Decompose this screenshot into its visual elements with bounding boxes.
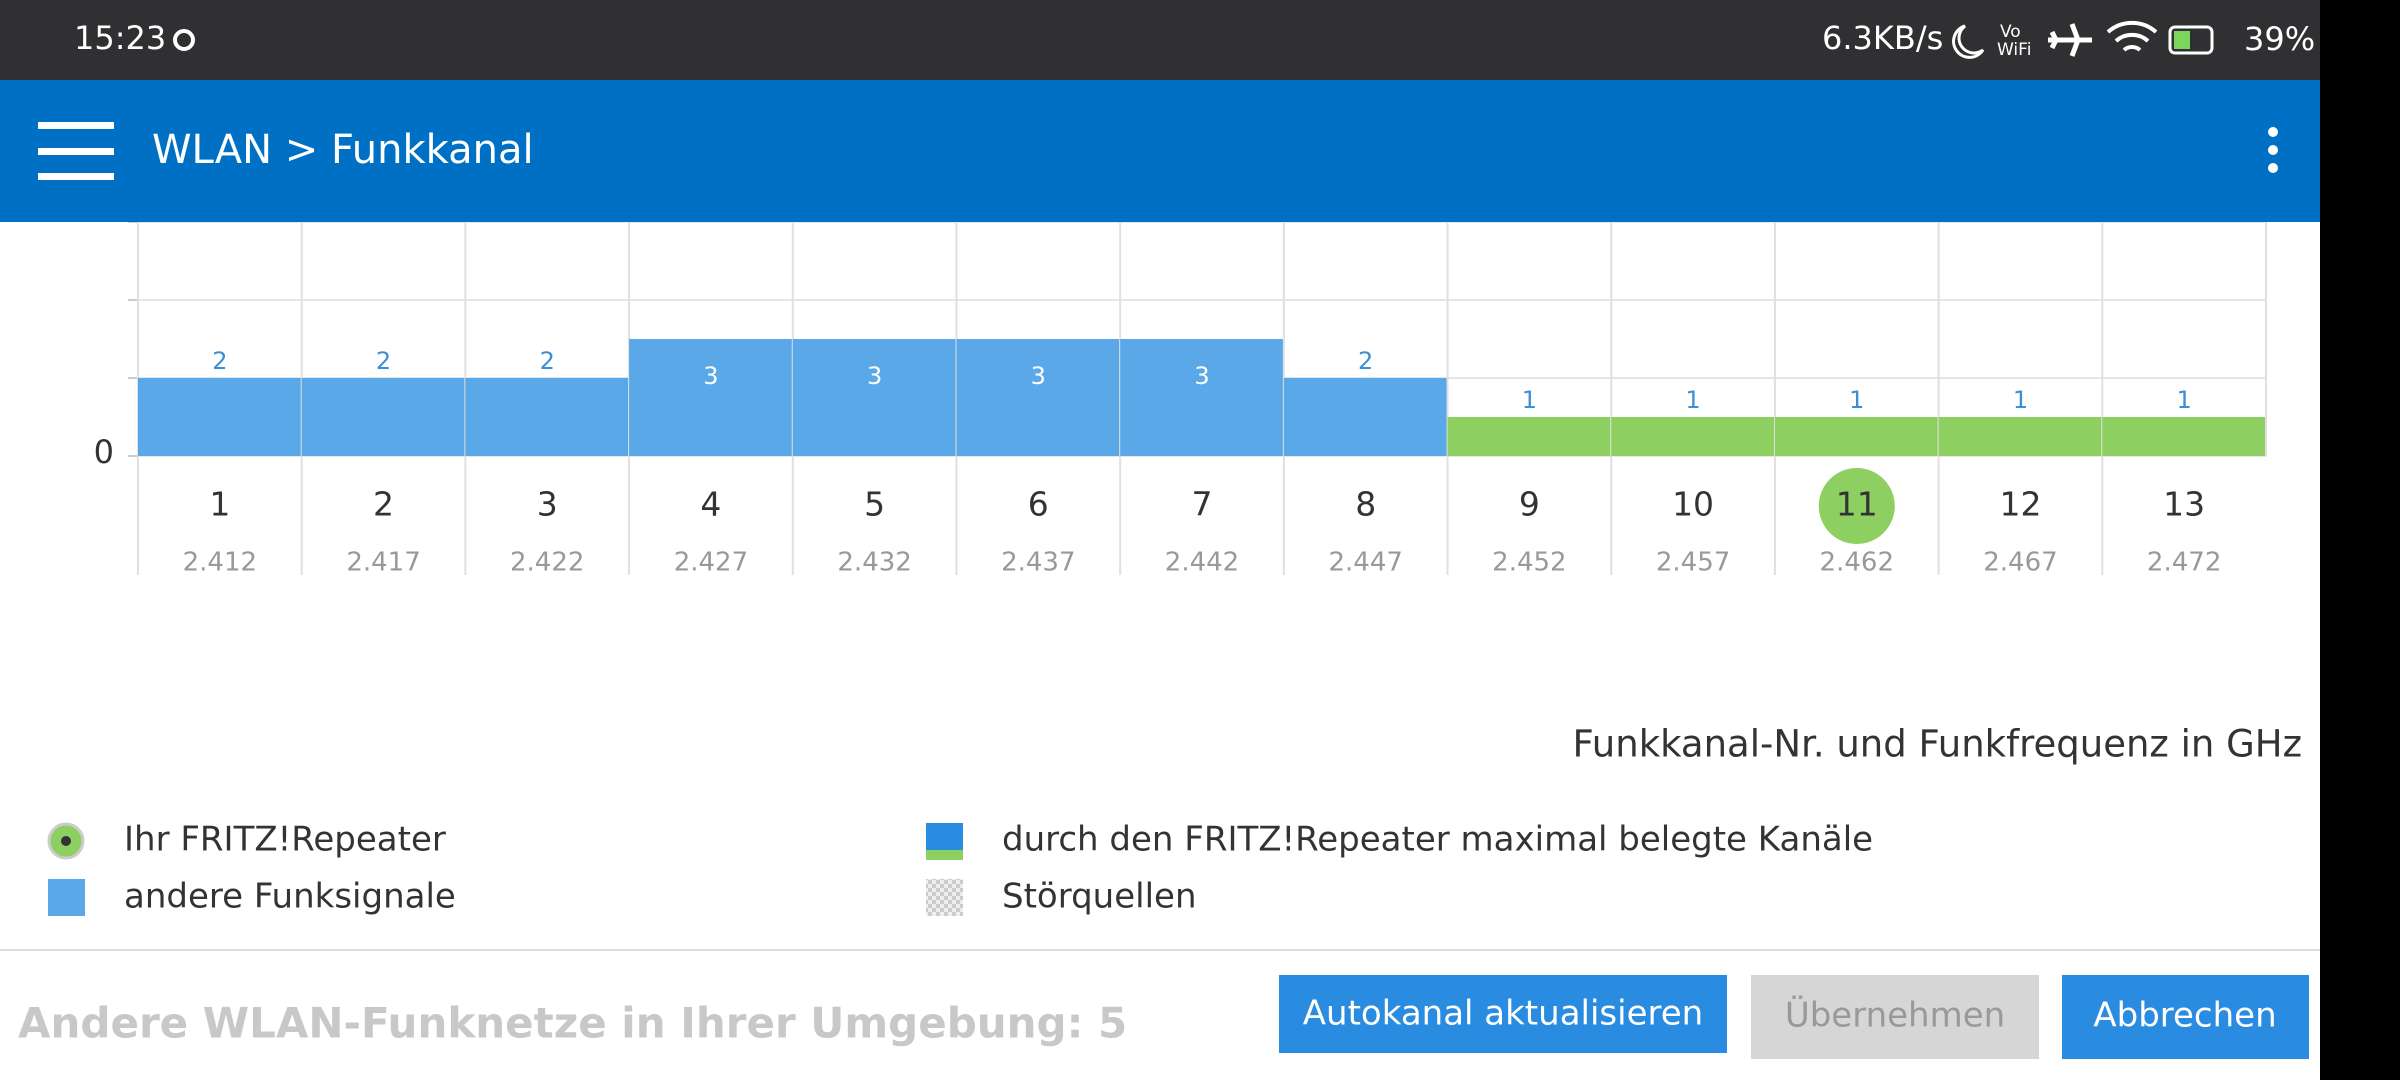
x-tick-label: 3 (537, 485, 558, 524)
bar (1283, 378, 1448, 456)
frequency-label: 2.432 (837, 548, 911, 578)
value-label: 2 (540, 347, 555, 375)
value-label: 1 (2013, 386, 2028, 414)
value-label: 1 (1849, 386, 1864, 414)
menu-line (38, 122, 114, 129)
frequency-label: 2.437 (1001, 548, 1075, 578)
frequency-label: 2.417 (346, 548, 420, 578)
x-tick-label: 6 (1028, 485, 1049, 524)
legend-icon (926, 850, 963, 860)
x-tick-label: 2 (373, 485, 394, 524)
frequency-label: 2.447 (1328, 548, 1402, 578)
bar (1611, 417, 1775, 456)
battery-level (2174, 31, 2190, 49)
frequency-label: 2.452 (1492, 548, 1566, 578)
airplane-icon (2048, 23, 2092, 57)
autokanal-button[interactable]: Autokanal aktualisieren (1279, 975, 1727, 1053)
cancel-button[interactable]: Abbrechen (2062, 975, 2309, 1059)
button-label: Autokanal aktualisieren (1303, 994, 1703, 1034)
bar (138, 378, 302, 456)
value-label: 3 (867, 362, 882, 390)
bar (956, 339, 1121, 456)
value-label: 2 (212, 347, 227, 375)
dot (2268, 163, 2278, 173)
bar (1774, 417, 1939, 456)
vowifi-icon: WiFi (1997, 40, 2031, 60)
dot (2268, 145, 2278, 155)
bar (465, 378, 630, 456)
x-tick-label: 7 (1192, 485, 1213, 524)
screen-edge (2320, 0, 2400, 1080)
x-tick-label: 13 (2163, 485, 2205, 524)
legend-label: Ihr FRITZ!Repeater (124, 820, 446, 860)
button-bg (1279, 975, 1727, 1053)
menu-line (38, 173, 114, 180)
x-tick-label: 4 (700, 485, 721, 524)
wifi-icon (2106, 20, 2158, 52)
menu-line (38, 148, 114, 155)
x-tick-label: 10 (1672, 485, 1714, 524)
button-label: Abbrechen (2093, 996, 2276, 1036)
page-title: WLAN > Funkkanal (152, 127, 534, 173)
value-label: 1 (1685, 386, 1700, 414)
brightness-icon (173, 29, 195, 51)
legend-icon (48, 879, 85, 916)
bar (792, 339, 957, 456)
value-label: 3 (703, 362, 718, 390)
legend-icon (61, 836, 71, 846)
networks-info: Andere WLAN-Funknetze in Ihrer Umgebung:… (18, 999, 1127, 1048)
vowifi-icon: Vo (2000, 22, 2021, 42)
value-label: 2 (376, 347, 391, 375)
x-axis-title: Funkkanal-Nr. und Funkfrequenz in GHz (1573, 723, 2302, 766)
menu-button[interactable] (38, 122, 114, 180)
overflow-menu[interactable] (2268, 127, 2278, 173)
dnd-icon (1952, 24, 1985, 59)
dot (2268, 127, 2278, 137)
value-label: 1 (1522, 386, 1537, 414)
legend-icon (926, 823, 963, 850)
value-label: 2 (1358, 347, 1373, 375)
legend-label: andere Funksignale (124, 877, 456, 917)
frequency-label: 2.467 (1983, 548, 2057, 578)
bar (301, 378, 466, 456)
frequency-label: 2.457 (1656, 548, 1730, 578)
status-bar (0, 0, 2320, 80)
x-tick-label: 12 (1999, 485, 2041, 524)
button-bg (2062, 975, 2309, 1059)
legend-label: durch den FRITZ!Repeater maximal belegte… (1002, 820, 1873, 860)
chart: 0 1 2.412 2 2 2.417 2 3 2.422 2 4 2.427 3 5 2.432 3 6 2.4… (94, 222, 2267, 578)
battery-icon (2168, 25, 2214, 55)
frequency-label: 2.462 (1820, 548, 1894, 578)
frequency-label: 2.422 (510, 548, 584, 578)
x-tick-label: 9 (1519, 485, 1540, 524)
frequency-label: 2.412 (183, 548, 257, 578)
legend-icon (926, 879, 963, 916)
frequency-label: 2.442 (1165, 548, 1239, 578)
bar (629, 339, 793, 456)
x-tick-label: 1 (209, 485, 230, 524)
app-bar (0, 80, 2320, 222)
x-tick-label: 11 (1836, 485, 1878, 524)
bar (1120, 339, 1284, 456)
value-label: 3 (1194, 362, 1209, 390)
value-label: 1 (2177, 386, 2192, 414)
frequency-label: 2.472 (2147, 548, 2221, 578)
apply-button[interactable]: Übernehmen (1751, 975, 2039, 1059)
button-label: Übernehmen (1785, 995, 2005, 1036)
net-speed: 6.3KB/s (1822, 19, 1943, 57)
clock: 15:23 (74, 19, 166, 57)
value-label: 3 (1031, 362, 1046, 390)
y-tick-label: 0 (94, 433, 114, 471)
frequency-label: 2.427 (674, 548, 748, 578)
selected-channel (1818, 468, 1895, 544)
button-bg (1751, 975, 2039, 1059)
bar (1447, 417, 1612, 456)
x-tick-label: 5 (864, 485, 885, 524)
bar (2102, 417, 2266, 456)
x-tick-label: 8 (1355, 485, 1376, 524)
battery-percent: 39% (2244, 20, 2315, 58)
bar (1938, 417, 2103, 456)
legend-label: Störquellen (1002, 877, 1197, 917)
